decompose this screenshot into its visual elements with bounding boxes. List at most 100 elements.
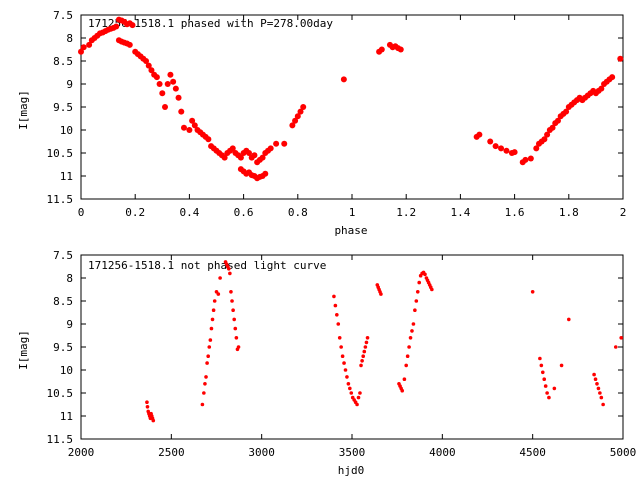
- data-point: [262, 170, 269, 177]
- data-point: [410, 329, 414, 333]
- data-point: [148, 67, 155, 74]
- data-point: [236, 345, 241, 349]
- x-tick-label: 2000: [68, 446, 95, 459]
- data-point: [208, 338, 213, 342]
- y-tick-label: 11.5: [47, 433, 74, 446]
- x-tick-label: 2: [620, 206, 627, 219]
- y-tick-label: 11.5: [47, 193, 74, 206]
- x-tick-label: 5000: [610, 446, 637, 459]
- data-point: [337, 336, 342, 340]
- data-point: [593, 377, 598, 382]
- data-point: [209, 326, 214, 331]
- y-tick-label: 8: [66, 32, 73, 45]
- data-point: [228, 271, 232, 276]
- x-tick-label: 0.8: [288, 206, 308, 219]
- y-tick-label: 8.5: [53, 55, 73, 68]
- data-point: [554, 117, 561, 124]
- data-point: [78, 48, 84, 55]
- data-point: [598, 391, 602, 395]
- x-axis-label: hjd0: [338, 464, 365, 477]
- data-point: [259, 154, 266, 161]
- data-point: [246, 150, 253, 156]
- data-point: [210, 317, 215, 322]
- data-point: [172, 85, 179, 92]
- data-point: [170, 78, 177, 85]
- data-point: [237, 154, 244, 161]
- data-point: [251, 152, 258, 159]
- data-point: [413, 308, 417, 313]
- data-points: [78, 16, 624, 182]
- data-point: [342, 361, 346, 365]
- x-tick-label: 0.4: [179, 206, 199, 219]
- data-point: [541, 136, 548, 143]
- y-tick-label: 8: [66, 272, 73, 285]
- data-point: [360, 359, 364, 363]
- data-point: [221, 154, 228, 161]
- top-chart: 171256-1518.1 phased with P=278.00day ph…: [17, 9, 626, 237]
- data-point: [544, 131, 551, 138]
- y-tick-label: 11: [60, 410, 73, 423]
- data-point: [297, 108, 304, 115]
- y-tick-label: 7.5: [53, 9, 73, 22]
- data-point: [540, 370, 545, 375]
- y-tick-label: 9.5: [53, 341, 73, 354]
- y-tick-label: 10.5: [47, 147, 74, 160]
- data-point: [167, 71, 174, 78]
- data-point: [530, 290, 535, 294]
- data-point: [229, 290, 233, 294]
- data-point: [129, 22, 136, 29]
- data-point: [178, 108, 185, 115]
- data-point: [340, 354, 345, 359]
- y-tick-label: 11: [60, 170, 73, 183]
- data-point: [339, 345, 343, 349]
- data-point: [356, 395, 361, 400]
- data-point: [349, 391, 354, 395]
- data-point: [300, 104, 307, 110]
- data-point: [145, 62, 152, 69]
- data-point: [86, 41, 93, 48]
- data-point: [206, 354, 210, 359]
- data-point: [599, 395, 604, 400]
- data-point: [559, 363, 564, 368]
- data-point: [153, 74, 160, 81]
- x-tick-label: 0.6: [234, 206, 254, 219]
- data-point: [346, 382, 351, 386]
- data-point: [267, 145, 274, 152]
- data-point: [212, 299, 217, 303]
- data-point: [503, 147, 510, 154]
- data-point: [273, 140, 280, 147]
- data-point: [216, 292, 221, 296]
- x-axis-label: phase: [334, 224, 367, 237]
- data-point: [539, 363, 544, 368]
- data-point: [207, 345, 212, 349]
- data-point: [545, 391, 549, 395]
- data-point: [180, 124, 187, 131]
- x-tick-label: 0: [78, 206, 85, 219]
- data-point: [547, 395, 551, 400]
- data-point: [404, 363, 409, 368]
- data-point: [405, 354, 410, 359]
- data-point: [359, 363, 363, 368]
- x-tick-label: 4000: [429, 446, 456, 459]
- data-point: [617, 55, 624, 62]
- data-point: [281, 140, 288, 147]
- data-point: [619, 336, 623, 340]
- data-point: [230, 299, 234, 303]
- data-point: [363, 345, 368, 349]
- data-point: [175, 94, 182, 101]
- data-point: [592, 372, 596, 377]
- data-point: [226, 267, 231, 271]
- data-point: [333, 303, 338, 308]
- data-point: [407, 345, 411, 349]
- data-point: [492, 143, 499, 150]
- data-point: [332, 294, 336, 299]
- data-point: [411, 322, 416, 326]
- data-point: [487, 138, 494, 145]
- data-point: [400, 388, 405, 393]
- data-point: [522, 156, 529, 163]
- data-point: [549, 124, 556, 131]
- data-point: [113, 23, 120, 30]
- x-tick-label: 3500: [339, 446, 366, 459]
- data-point: [378, 46, 385, 53]
